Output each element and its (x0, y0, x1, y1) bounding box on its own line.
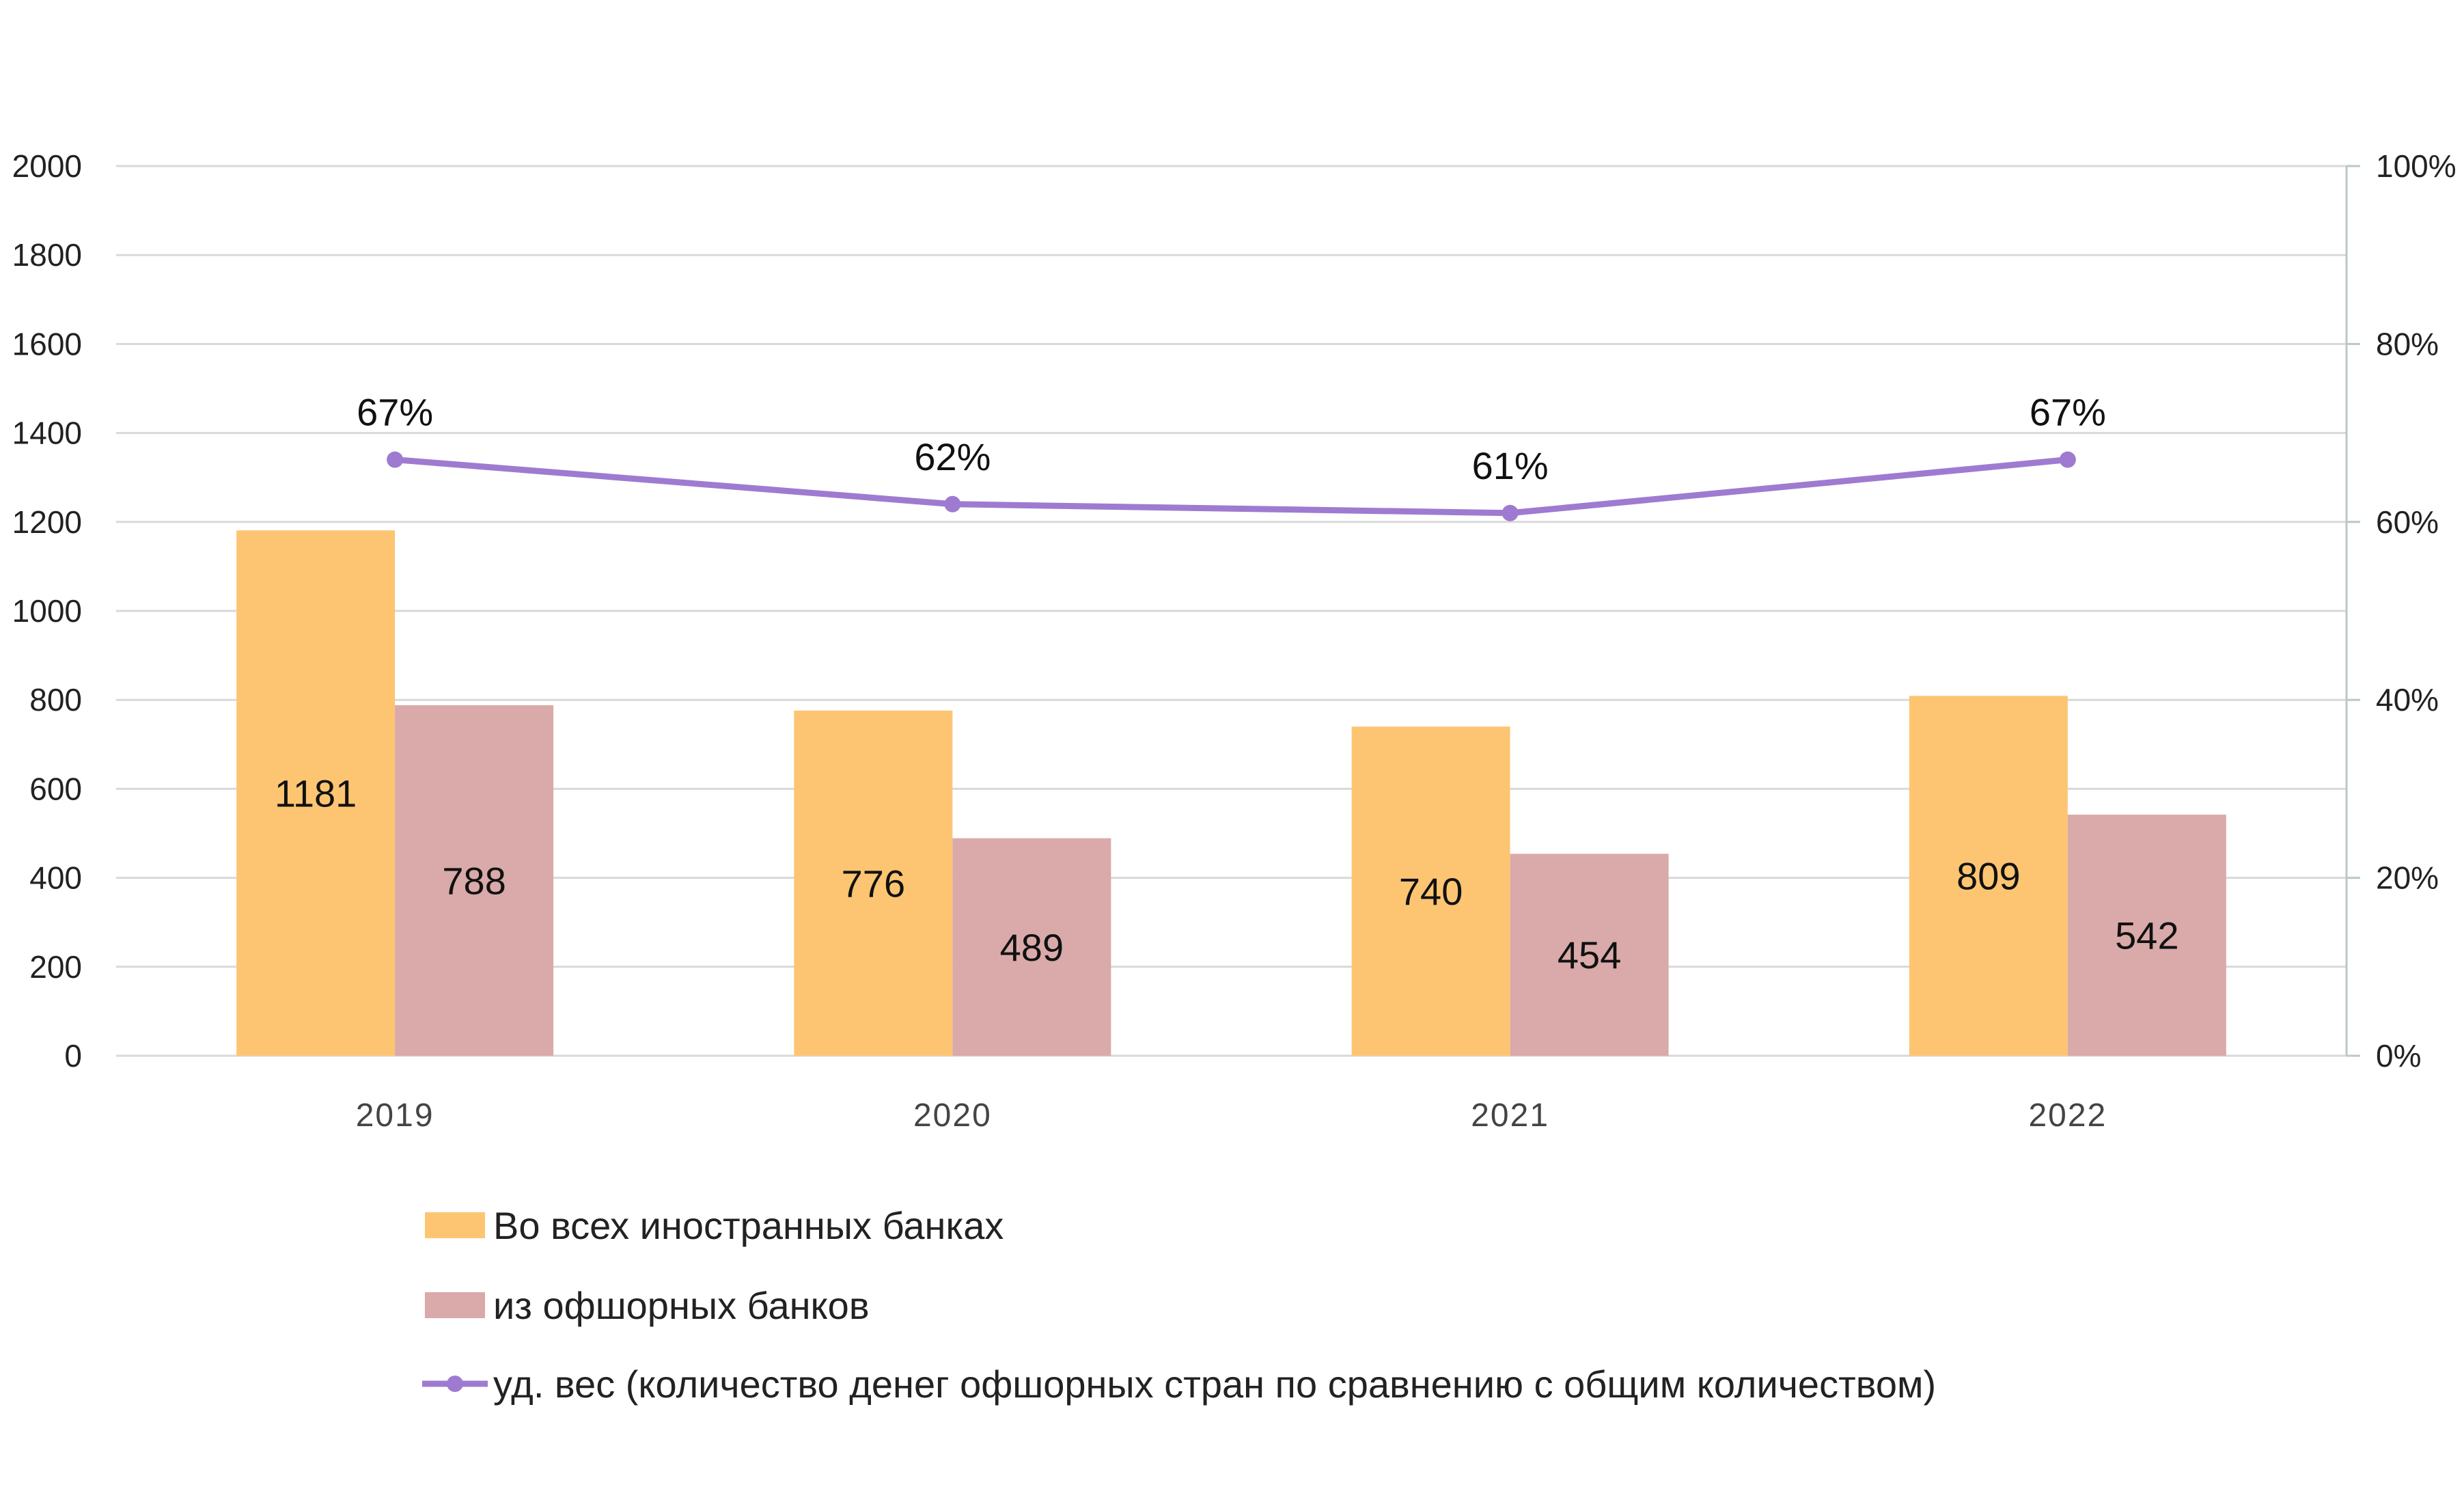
legend-marker (447, 1376, 463, 1392)
bar-data-label: 1181 (275, 772, 357, 815)
bar-data-label: 740 (1399, 870, 1463, 913)
bar-data-label: 489 (1000, 926, 1064, 969)
x-tick-label: 2020 (913, 1097, 992, 1134)
share-data-label: 61% (1472, 444, 1549, 487)
y-tick-label: 800 (29, 682, 82, 718)
y2-tick-label: 0% (2376, 1038, 2421, 1074)
y2-tick-label: 40% (2376, 682, 2439, 718)
y2-tick-label: 100% (2376, 148, 2456, 184)
y-tick-label: 1600 (12, 326, 82, 361)
y-tick-label: 400 (29, 860, 82, 896)
y-axis-left: 0 200 400 600 800 1000 1200 1400 1600 1800 2000 (12, 148, 82, 1074)
bar-offshore-2021 (1510, 853, 1669, 1056)
bar-offshore-2019 (395, 705, 554, 1056)
bar-data-label: 788 (442, 860, 506, 903)
legend-swatch (425, 1292, 485, 1318)
share-line-path (394, 456, 2068, 517)
y-tick-label: 2000 (12, 148, 82, 184)
y2-tick-label: 20% (2376, 860, 2439, 896)
y-tick-label: 1800 (12, 237, 82, 273)
y-tick-label: 600 (29, 771, 82, 806)
y-tick-label: 0 (64, 1038, 82, 1074)
share-point-2020 (944, 495, 961, 513)
legend-swatch (425, 1212, 485, 1238)
share-data-label: 67% (357, 391, 433, 434)
share-point-2019 (387, 451, 404, 468)
x-axis: 2019 2020 2021 2022 (356, 1097, 2107, 1134)
y-tick-label: 1200 (12, 504, 82, 540)
legend-label: Во всех иностранных банках (493, 1204, 1003, 1247)
bar-data-label: 542 (2115, 914, 2178, 957)
share-point-2021 (1501, 504, 1519, 521)
share-line: 67% 62% 61% 67% (357, 391, 2106, 521)
legend: Во всех иностранных банках из офшорных ба… (422, 1204, 1936, 1406)
x-tick-label: 2021 (1471, 1097, 1549, 1134)
bar-data-label: 809 (1956, 855, 2020, 898)
bar-data-label: 454 (1558, 933, 1621, 976)
y2-tick-label: 60% (2376, 504, 2439, 540)
bar-all-banks-2020 (794, 710, 953, 1056)
bar-all-banks-2022 (1909, 696, 2068, 1056)
bar-data-label: 776 (842, 862, 905, 905)
share-point-2022 (2059, 451, 2076, 468)
bar-all-banks-2019 (236, 530, 396, 1056)
y2-tick-label: 80% (2376, 326, 2439, 361)
bar-all-banks-2021 (1351, 726, 1510, 1056)
share-data-label: 62% (914, 435, 991, 478)
y-tick-label: 1000 (12, 593, 82, 629)
bars: 1181 788 776 489 740 454 809 542 (236, 530, 2226, 1056)
x-tick-label: 2022 (2028, 1097, 2107, 1134)
y-axis-right: 0% 20% 40% 60% 80% 100% (2345, 148, 2456, 1074)
share-data-label: 67% (2030, 391, 2106, 434)
legend-label: из офшорных банков (493, 1284, 870, 1327)
y-tick-label: 200 (29, 949, 82, 985)
legend-label: уд. вес (количество денег офшорных стран… (493, 1363, 1936, 1406)
x-tick-label: 2019 (356, 1097, 434, 1134)
bar-offshore-2020 (952, 838, 1111, 1056)
y-tick-label: 1400 (12, 415, 82, 451)
bar-offshore-2022 (2067, 815, 2226, 1056)
